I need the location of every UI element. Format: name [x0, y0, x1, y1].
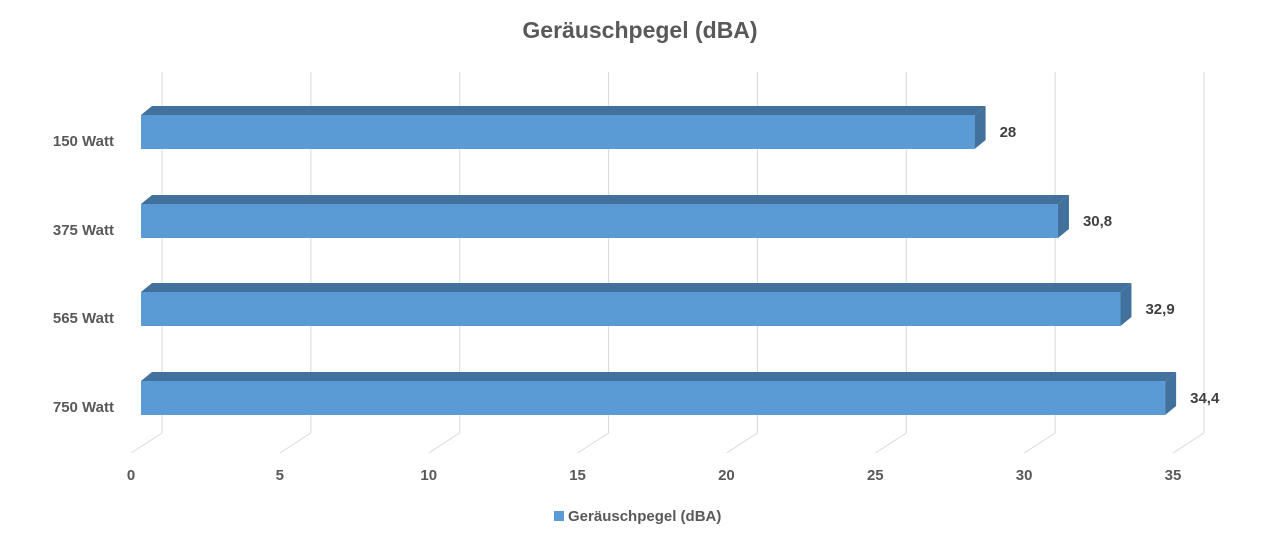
x-tick-label-0: 0 — [127, 467, 135, 484]
bar-side-face — [1057, 195, 1069, 238]
x-tick-label-3: 15 — [569, 467, 586, 484]
bar-top-face — [141, 106, 986, 115]
legend-swatch — [554, 511, 564, 521]
x-tick-label-5: 25 — [867, 467, 884, 484]
data-label-2: 32,9 — [1145, 301, 1174, 318]
category-label-1: 375 Watt — [53, 222, 114, 239]
gridline-floor-6 — [1023, 432, 1056, 454]
category-labels: 150 Watt 375 Watt 565 Watt 750 Watt — [53, 133, 114, 416]
x-tick-label-2: 10 — [420, 467, 437, 484]
bar-front-face — [141, 292, 1121, 326]
bar-front-face — [141, 115, 975, 149]
data-label-1: 30,8 — [1083, 213, 1112, 230]
legend-label: Geräuschpegel (dBA) — [568, 508, 721, 525]
gridline-floor-7 — [1172, 432, 1205, 454]
data-labels: 28 30,8 32,9 34,4 — [1000, 124, 1220, 407]
bar-top-face — [141, 372, 1177, 381]
x-tick-label-4: 20 — [718, 467, 735, 484]
gridline-floor-3 — [577, 432, 609, 454]
bar-2 — [141, 283, 1132, 326]
category-label-0: 150 Watt — [53, 133, 114, 150]
bars — [141, 106, 1177, 415]
legend: Geräuschpegel (dBA) — [554, 508, 721, 525]
x-tick-label-7: 35 — [1165, 467, 1182, 484]
category-label-3: 750 Watt — [53, 399, 114, 416]
x-tick-label-1: 5 — [276, 467, 284, 484]
bar-side-face — [1165, 372, 1177, 415]
gridline-floor-2 — [428, 432, 460, 454]
bar-1 — [141, 195, 1069, 238]
bar-3 — [141, 372, 1177, 415]
x-tick-label-6: 30 — [1016, 467, 1033, 484]
bar-0 — [141, 106, 986, 149]
chart-title: Geräuschpegel (dBA) — [522, 17, 757, 43]
gridline-floor-1 — [279, 432, 312, 454]
bar-side-face — [974, 106, 986, 149]
bar-front-face — [141, 204, 1058, 238]
data-label-3: 34,4 — [1190, 390, 1220, 407]
gridline-floor-4 — [726, 432, 758, 454]
bar-front-face — [141, 381, 1166, 415]
bar-top-face — [141, 195, 1069, 204]
gridline-floor-0 — [130, 432, 163, 454]
data-label-0: 28 — [1000, 124, 1017, 141]
gridline-floor-5 — [875, 432, 907, 454]
x-tick-labels: 0 5 10 15 20 25 30 35 — [127, 467, 1182, 484]
category-label-2: 565 Watt — [53, 310, 114, 327]
bar-top-face — [141, 283, 1132, 292]
bar-side-face — [1120, 283, 1132, 326]
